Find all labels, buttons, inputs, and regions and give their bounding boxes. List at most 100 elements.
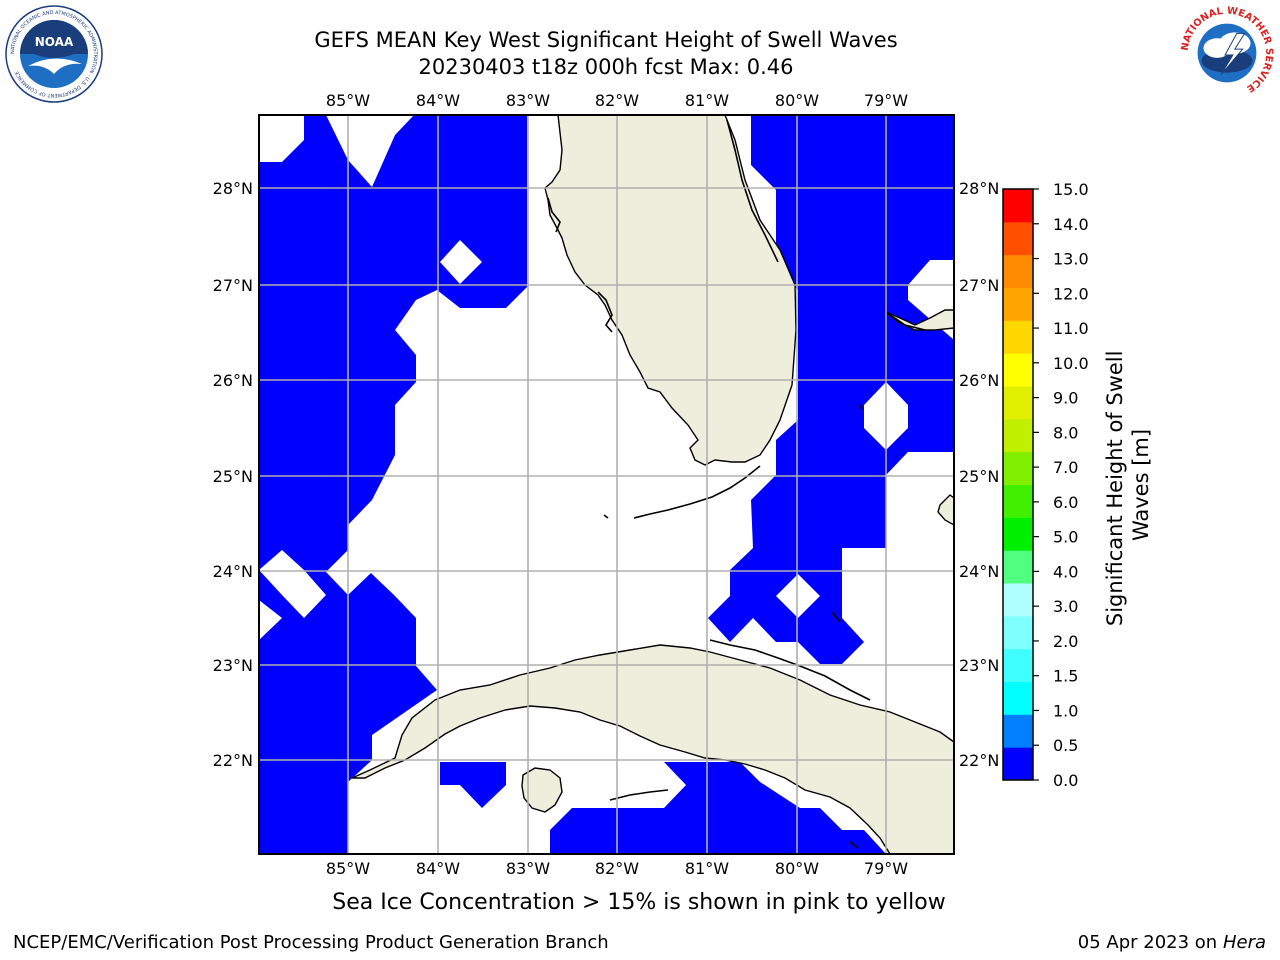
lon-label-top: 84°W <box>416 91 460 110</box>
cay-sal-bank <box>831 611 841 623</box>
charlotte-harbor <box>597 291 613 333</box>
lat-label-left: 23°N <box>213 656 253 675</box>
colorbar-segment <box>1003 681 1033 715</box>
lat-label-left: 22°N <box>213 751 253 770</box>
lat-label-right: 22°N <box>959 751 999 770</box>
lon-label-top: 82°W <box>595 91 639 110</box>
tampa-bay <box>547 197 561 233</box>
lon-label-top: 81°W <box>685 91 729 110</box>
colorbar-segment <box>1003 484 1033 518</box>
graticule <box>259 115 954 854</box>
colorbar-tick-label: 9.0 <box>1053 389 1078 408</box>
lat-label-right: 24°N <box>959 562 999 581</box>
colorbar-segment <box>1003 418 1033 453</box>
colorbar-tick-label: 1.5 <box>1053 667 1078 686</box>
bahamas-island <box>885 309 954 331</box>
colorbar <box>1003 189 1033 781</box>
footer-date-text: 05 Apr 2023 on <box>1077 932 1223 953</box>
grand-bahama-coast <box>885 311 926 331</box>
lon-label-bottom: 81°W <box>685 859 729 878</box>
colorbar-segment <box>1003 254 1033 288</box>
indian-river-lagoon <box>726 119 779 263</box>
bimini <box>859 404 863 411</box>
colorbar-tick-label: 1.0 <box>1053 701 1078 720</box>
lon-label-bottom: 83°W <box>506 859 550 878</box>
map-area <box>259 115 954 854</box>
south-cuba-cays <box>609 789 669 801</box>
colorbar-tick-label: 3.0 <box>1053 597 1078 616</box>
colorbar-tick-label: 8.0 <box>1053 423 1078 442</box>
footer-credit: NCEP/EMC/Verification Post Processing Pr… <box>13 932 609 953</box>
colorbar-segment <box>1003 451 1033 485</box>
colorbar-segment <box>1003 353 1033 387</box>
colorbar-segment <box>1003 189 1033 223</box>
lat-label-left: 24°N <box>213 562 253 581</box>
colorbar-tick-label: 11.0 <box>1053 319 1089 338</box>
lat-label-left: 28°N <box>213 179 253 198</box>
lat-label-right: 25°N <box>959 467 999 486</box>
noaa-wordmark: NOAA <box>35 35 74 49</box>
coastline-details <box>547 119 926 849</box>
colorbar-tick-label: 7.0 <box>1053 458 1078 477</box>
colorbar-segment <box>1003 287 1033 321</box>
lat-label-left: 27°N <box>213 276 253 295</box>
colorbar-segment <box>1003 221 1033 256</box>
swell-gap-west <box>259 550 326 618</box>
swell-field <box>259 115 954 854</box>
florida-landmass <box>544 115 797 466</box>
colorbar-segment <box>1003 747 1033 781</box>
lon-label-top: 83°W <box>506 91 550 110</box>
lat-label-right: 28°N <box>959 179 999 198</box>
lon-labels-top: 85°W 84°W 83°W 82°W 81°W 80°W 79°W <box>326 91 908 110</box>
colorbar-label-line2: Waves [m] <box>1129 429 1153 541</box>
colorbar-tick-label: 10.0 <box>1053 354 1089 373</box>
swell-region-south-2 <box>550 762 886 854</box>
lon-label-top: 79°W <box>864 91 908 110</box>
lat-labels-left: 28°N 27°N 26°N 25°N 24°N 23°N 22°N <box>213 179 253 770</box>
colorbar-tick-label: 0.0 <box>1053 771 1078 790</box>
lat-label-right: 27°N <box>959 276 999 295</box>
colorbar-tick-label: 4.0 <box>1053 562 1078 581</box>
colorbar-tick-label: 15.0 <box>1053 180 1089 199</box>
colorbar-segment <box>1003 648 1033 682</box>
lat-label-right: 26°N <box>959 371 999 390</box>
chart-subtitle: 20230403 t18z 000h fcst Max: 0.46 <box>418 55 794 79</box>
land <box>351 115 954 854</box>
swell-gap-east-2 <box>776 574 820 618</box>
colorbar-tick-label: 0.5 <box>1053 736 1078 755</box>
lat-labels-right: 28°N 27°N 26°N 25°N 24°N 23°N 22°N <box>959 179 999 770</box>
lon-label-top: 85°W <box>326 91 370 110</box>
swell-region-west <box>259 115 527 854</box>
chart-title: GEFS MEAN Key West Significant Height of… <box>314 28 898 52</box>
colorbar-segment <box>1003 583 1033 617</box>
nws-logo-icon: NATIONAL WEATHER SERVICE <box>1180 5 1274 101</box>
lat-label-left: 25°N <box>213 467 253 486</box>
colorbar-frame <box>1002 188 1034 781</box>
florida-keys <box>633 465 761 519</box>
lat-label-left: 26°N <box>213 371 253 390</box>
colorbar-label-line1: Significant Height of Swell <box>1103 351 1127 627</box>
swell-region-south-1 <box>440 762 506 808</box>
isle-of-youth <box>521 767 563 813</box>
colorbar-label: Significant Height of Swell Waves [m] <box>1103 344 1153 626</box>
swell-region-east <box>708 115 954 664</box>
lon-label-bottom: 79°W <box>864 859 908 878</box>
lon-label-bottom: 82°W <box>595 859 639 878</box>
colorbar-ticks: 15.0 14.0 13.0 12.0 11.0 10.0 9.0 8.0 7.0 6.0 5.0 4… <box>1033 180 1089 790</box>
colorbar-tick-label: 12.0 <box>1053 284 1089 303</box>
footer-machine-name: Hera <box>1222 932 1266 953</box>
lon-labels-bottom: 85°W 84°W 83°W 82°W 81°W 80°W 79°W <box>326 859 908 878</box>
lon-label-bottom: 85°W <box>326 859 370 878</box>
colorbar-tick-label: 14.0 <box>1053 215 1089 234</box>
colorbar-tick-label: 5.0 <box>1053 528 1078 547</box>
colorbar-tick-label: 13.0 <box>1053 250 1089 269</box>
colorbar-tick-label: 2.0 <box>1053 632 1078 651</box>
andros-island <box>937 494 954 526</box>
cuba-east-cays <box>849 841 859 849</box>
colorbar-segment <box>1003 615 1033 650</box>
footer-date: 05 Apr 2023 on Hera <box>1078 932 1266 953</box>
dry-tortugas <box>603 514 609 519</box>
colorbar-tick-label: 6.0 <box>1053 493 1078 512</box>
cuba-landmass <box>351 644 954 854</box>
